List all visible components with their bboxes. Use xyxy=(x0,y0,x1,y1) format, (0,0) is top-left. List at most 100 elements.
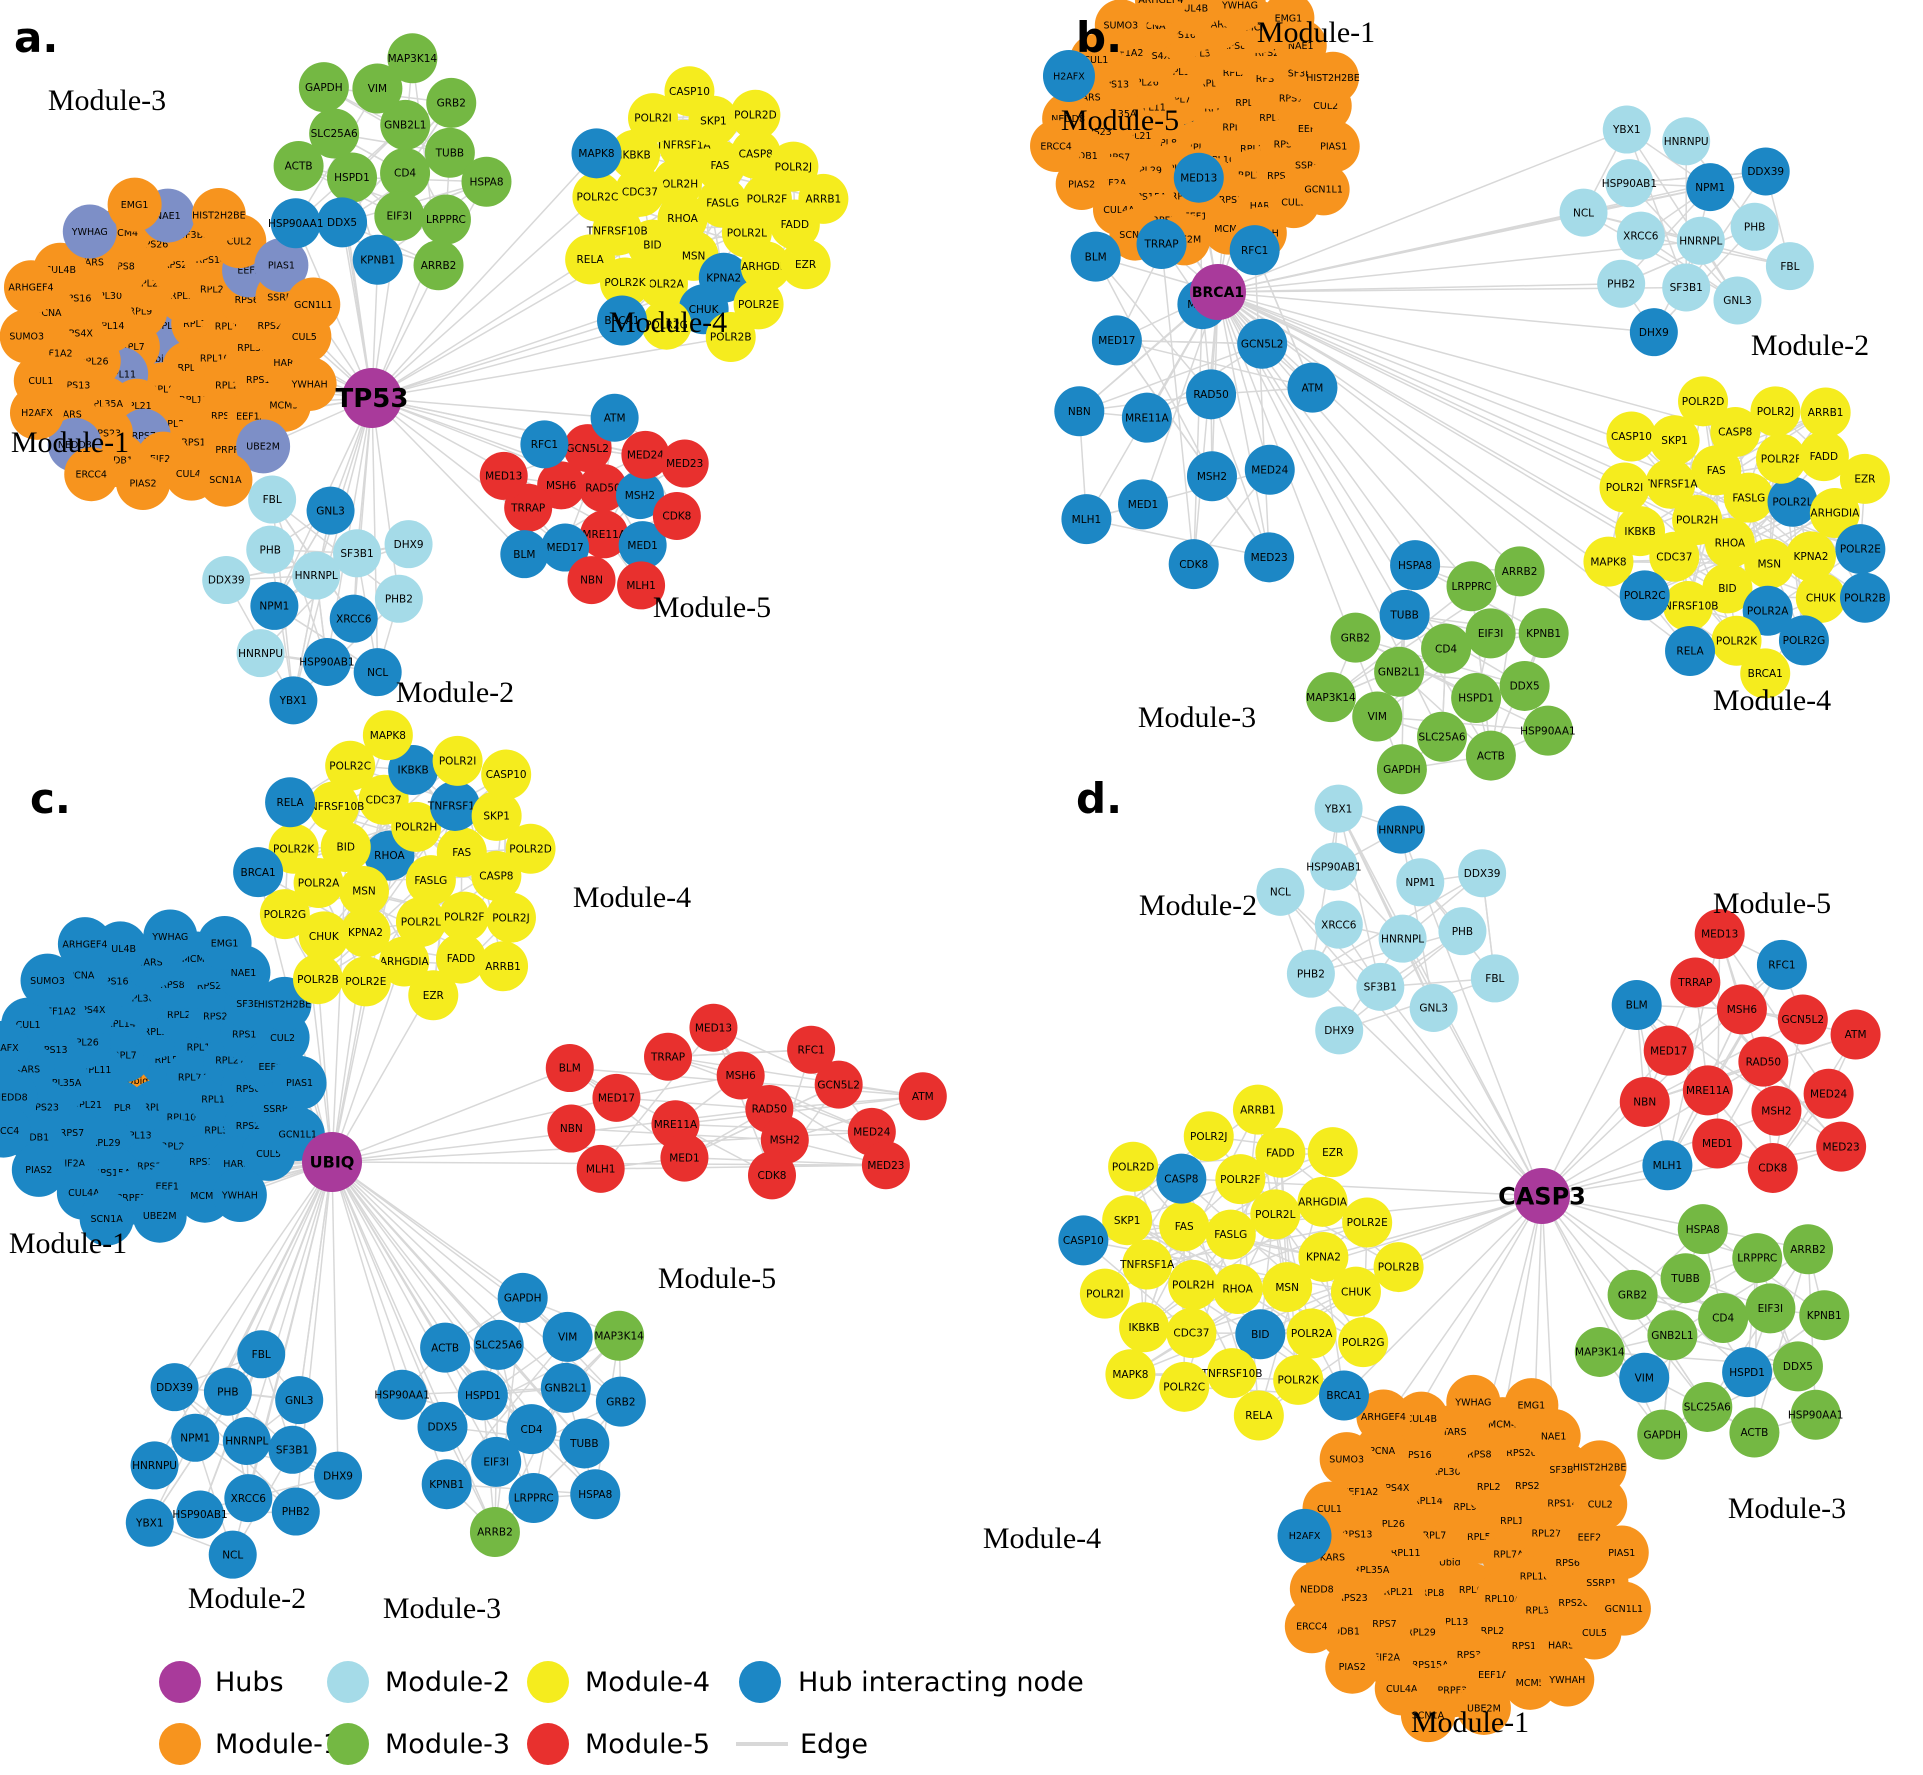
node-TNFRSF10B[interactable] xyxy=(1207,1348,1258,1399)
node-CASP8[interactable] xyxy=(1710,407,1761,458)
node-MSN[interactable] xyxy=(1262,1262,1313,1313)
node-POLR2B[interactable] xyxy=(292,954,343,1005)
node-BLM[interactable] xyxy=(500,530,549,579)
node-YWHAH[interactable] xyxy=(212,1168,267,1223)
node-GNB2L1[interactable] xyxy=(380,99,431,150)
node-EIF3I[interactable] xyxy=(1465,608,1516,659)
node-CASP10[interactable] xyxy=(1606,411,1657,462)
node-MAPK8[interactable] xyxy=(1105,1349,1156,1400)
node-MAPK8[interactable] xyxy=(362,710,413,761)
node-SF3B1[interactable] xyxy=(1662,263,1711,312)
node-SKP1[interactable] xyxy=(1102,1195,1153,1246)
node-MED23[interactable] xyxy=(1244,532,1295,583)
node-NBN[interactable] xyxy=(1054,386,1105,437)
node-POLR2G[interactable] xyxy=(641,299,692,350)
node-POLR2I[interactable] xyxy=(432,735,483,786)
node-ARRB1[interactable] xyxy=(798,173,849,224)
node-MED23[interactable] xyxy=(1816,1121,1867,1172)
node-LRPPRC[interactable] xyxy=(420,194,471,245)
hub-BRCA1[interactable] xyxy=(1190,264,1246,320)
node-ARHGDIA[interactable] xyxy=(379,936,430,987)
node-UBE2M[interactable] xyxy=(236,419,291,474)
node-HSPA8[interactable] xyxy=(570,1469,621,1520)
node-HSPD1[interactable] xyxy=(1451,673,1502,724)
node-RAD50[interactable] xyxy=(578,463,627,512)
node-CDK8[interactable] xyxy=(747,1151,796,1200)
node-MAP3K14[interactable] xyxy=(594,1310,645,1361)
node-MLH1[interactable] xyxy=(617,561,666,610)
node-TNFRSF1A[interactable] xyxy=(1122,1239,1173,1290)
node-BRCA1[interactable] xyxy=(597,295,648,346)
node-HSP90AA1[interactable] xyxy=(377,1369,428,1420)
node-ERCC4[interactable] xyxy=(0,1103,31,1158)
node-FADD[interactable] xyxy=(435,933,486,984)
node-DDX39[interactable] xyxy=(1458,849,1507,898)
node-CHUK[interactable] xyxy=(1795,572,1846,623)
node-ATM[interactable] xyxy=(1287,362,1338,413)
node-RELA[interactable] xyxy=(1233,1390,1284,1441)
node-LRPPRC[interactable] xyxy=(1732,1233,1783,1284)
node-NBN[interactable] xyxy=(547,1104,596,1153)
node-POLR2H[interactable] xyxy=(1672,495,1723,546)
node-TNFRSF10B[interactable] xyxy=(1663,581,1714,632)
node-RAD50[interactable] xyxy=(1738,1036,1789,1087)
node-NBN[interactable] xyxy=(1619,1076,1670,1127)
node-EIF3I[interactable] xyxy=(471,1436,522,1487)
node-POLR2G[interactable] xyxy=(1338,1317,1389,1368)
node-GNL3[interactable] xyxy=(1713,276,1762,325)
node-MSH2[interactable] xyxy=(1186,451,1237,502)
node-ACTB[interactable] xyxy=(273,140,324,191)
node-PIAS1[interactable] xyxy=(1307,120,1360,173)
node-MED24[interactable] xyxy=(621,430,670,479)
node-POLR2A[interactable] xyxy=(1742,585,1793,636)
node-MLH1[interactable] xyxy=(1642,1140,1693,1191)
node-PHB2[interactable] xyxy=(271,1487,320,1536)
node-POLR2D[interactable] xyxy=(730,89,781,140)
node-RAD50[interactable] xyxy=(1186,369,1237,420)
node-ARRB1[interactable] xyxy=(1800,387,1851,438)
node-DHX9[interactable] xyxy=(1629,308,1678,357)
node-PIAS2[interactable] xyxy=(11,1142,66,1197)
node-MED13[interactable] xyxy=(1173,152,1224,203)
node-POLR2L[interactable] xyxy=(1767,476,1818,527)
node-BLM[interactable] xyxy=(545,1044,594,1093)
node-H2AFX[interactable] xyxy=(1042,49,1095,102)
node-RELA[interactable] xyxy=(565,234,616,285)
node-MED1[interactable] xyxy=(1692,1118,1743,1169)
node-YWHAG[interactable] xyxy=(1213,0,1266,31)
node-H2AFX[interactable] xyxy=(9,385,64,440)
node-CDC37[interactable] xyxy=(1649,531,1700,582)
node-YWHAG[interactable] xyxy=(143,909,198,964)
node-YWHAG[interactable] xyxy=(1446,1374,1501,1429)
node-POLR2D[interactable] xyxy=(1108,1141,1159,1192)
node-GRB2[interactable] xyxy=(1607,1269,1658,1320)
node-ARHGEF4[interactable] xyxy=(3,260,58,315)
node-MSN[interactable] xyxy=(1744,538,1795,589)
node-PIAS1[interactable] xyxy=(1594,1525,1649,1580)
node-CDC37[interactable] xyxy=(614,166,665,217)
node-YWHAG[interactable] xyxy=(62,204,117,259)
node-ARRB2[interactable] xyxy=(1783,1224,1834,1275)
node-EZR[interactable] xyxy=(1307,1127,1358,1178)
node-XRCC6[interactable] xyxy=(224,1474,273,1523)
node-TUBB[interactable] xyxy=(424,127,475,178)
node-FBL[interactable] xyxy=(1470,954,1519,1003)
node-HSPA8[interactable] xyxy=(461,156,512,207)
node-BID[interactable] xyxy=(1702,563,1753,614)
node-MAP3K14[interactable] xyxy=(1305,672,1356,723)
node-ATM[interactable] xyxy=(1830,1009,1881,1060)
node-MED13[interactable] xyxy=(1694,908,1745,959)
node-MRE11A[interactable] xyxy=(1682,1065,1733,1116)
node-HSP90AB1[interactable] xyxy=(1605,159,1654,208)
node-MAPK8[interactable] xyxy=(1583,536,1634,587)
node-ATM[interactable] xyxy=(590,393,639,442)
node-MSH6[interactable] xyxy=(716,1051,765,1100)
node-CDK8[interactable] xyxy=(652,492,701,541)
node-POLR2C[interactable] xyxy=(325,740,376,791)
node-NPM1[interactable] xyxy=(171,1413,220,1462)
node-SKP1[interactable] xyxy=(1649,415,1700,466)
node-MED17[interactable] xyxy=(1643,1025,1694,1076)
node-IKBKB[interactable] xyxy=(1615,506,1666,557)
node-HSPD1[interactable] xyxy=(327,152,378,203)
node-FASLG[interactable] xyxy=(1205,1209,1256,1260)
